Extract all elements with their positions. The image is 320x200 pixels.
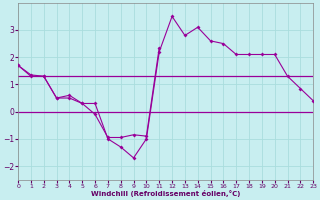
X-axis label: Windchill (Refroidissement éolien,°C): Windchill (Refroidissement éolien,°C): [91, 190, 240, 197]
